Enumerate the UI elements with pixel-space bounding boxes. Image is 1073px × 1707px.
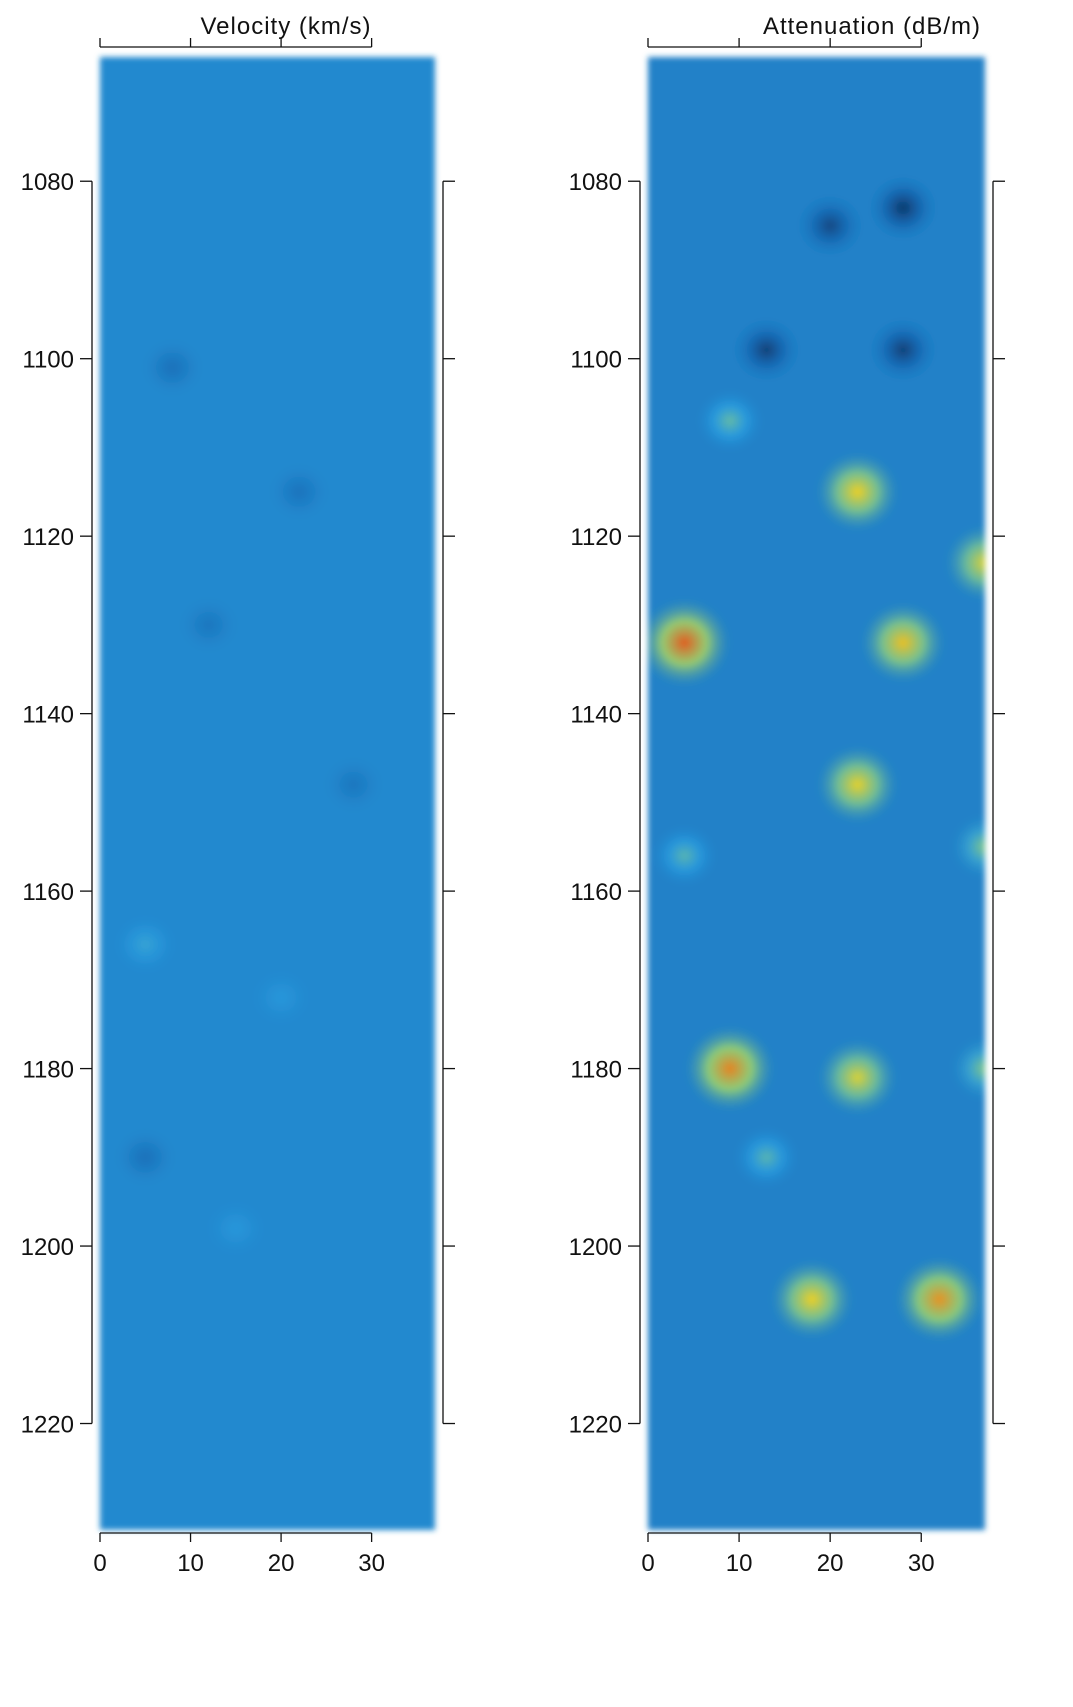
attenuation-panel: Attenuation (dB/m) 0 10 20 30 1080 1100 1120 11… (569, 13, 1005, 1577)
heatmap-feature (730, 315, 803, 384)
velocity-heatmap-background (100, 57, 435, 1530)
velocity-heatmap (100, 57, 435, 1530)
heatmap-feature (794, 192, 866, 259)
heatmap-feature (204, 1198, 268, 1258)
x-tick-label: 10 (177, 1550, 204, 1577)
y-tick-label: 1080 (569, 169, 622, 196)
heatmap-feature (139, 336, 206, 399)
y-tick-label: 1200 (569, 1234, 622, 1261)
heatmap-feature (857, 599, 949, 687)
x-tick-label: 30 (358, 1550, 385, 1577)
y-tick-label: 1180 (570, 1057, 622, 1084)
y-tick-label: 1220 (21, 1412, 74, 1439)
x-tick-label: 0 (641, 1550, 654, 1577)
heatmap-feature (813, 1035, 901, 1119)
y-tick-label: 1160 (570, 879, 622, 906)
y-tick-label: 1140 (22, 702, 74, 729)
y-tick-label: 1200 (21, 1234, 74, 1261)
heatmap-feature (867, 315, 940, 384)
heatmap-feature (731, 1123, 802, 1191)
heatmap-feature (766, 1256, 857, 1343)
attenuation-title: Attenuation (dB/m) (763, 13, 981, 40)
heatmap-feature (112, 913, 178, 976)
heatmap-feature (693, 386, 766, 455)
heatmap-feature (249, 968, 313, 1028)
heatmap-feature (649, 822, 720, 890)
x-tick-label: 0 (93, 1550, 106, 1577)
x-tick-label: 20 (268, 1550, 295, 1577)
heatmap-feature (681, 1022, 778, 1115)
heatmap-feature (947, 1033, 985, 1105)
heatmap-feature (892, 1253, 985, 1345)
attenuation-heatmap (648, 57, 985, 1530)
y-tick-label: 1120 (22, 524, 74, 551)
y-tick-label: 1100 (22, 347, 74, 374)
heatmap-feature (112, 1126, 178, 1189)
velocity-axes: 0 10 20 30 1080 1100 1120 1140 1160 1180 1200 1220 (21, 38, 455, 1577)
heatmap-feature (176, 594, 241, 656)
y-tick-label: 1100 (570, 347, 622, 374)
y-tick-label: 1160 (22, 879, 74, 906)
y-tick-label: 1080 (21, 169, 74, 196)
velocity-title: Velocity (km/s) (200, 13, 371, 40)
y-tick-label: 1220 (569, 1412, 622, 1439)
x-tick-label: 10 (726, 1550, 753, 1577)
heatmap-feature (321, 754, 386, 815)
attenuation-heatmap-features (648, 173, 985, 1345)
heatmap-feature (813, 742, 902, 828)
heatmap-feature (941, 521, 985, 605)
heatmap-feature (947, 811, 985, 883)
heatmap-feature (812, 448, 903, 535)
y-tick-label: 1180 (22, 1057, 74, 1084)
heatmap-feature (266, 461, 332, 523)
attenuation-axes: 0 10 20 30 1080 1100 1120 1140 1160 1180 1200 1220 (569, 38, 1005, 1577)
velocity-heatmap-features (112, 336, 386, 1258)
y-tick-label: 1140 (570, 702, 622, 729)
y-tick-label: 1120 (570, 524, 622, 551)
heatmap-feature (866, 173, 940, 243)
x-tick-label: 20 (817, 1550, 844, 1577)
velocity-panel: Velocity (km/s) 0 10 20 30 1080 1100 1120 1140 1… (21, 13, 455, 1577)
x-tick-label: 30 (908, 1550, 935, 1577)
heatmap-feature (648, 595, 734, 691)
